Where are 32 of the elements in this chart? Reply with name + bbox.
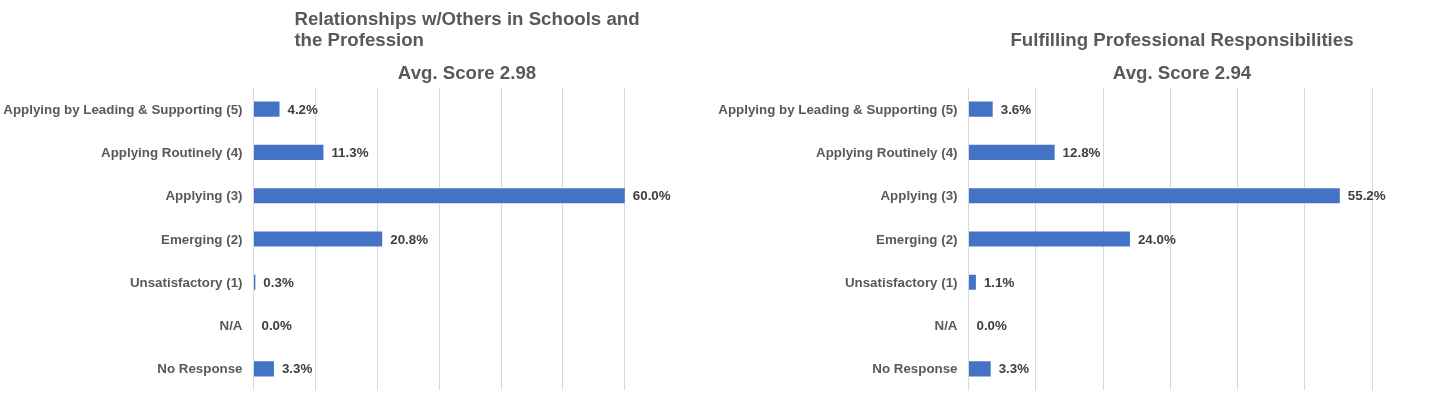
data-label: 20.8% <box>390 231 429 247</box>
chart-title: Fulfilling Professional Responsibilities <box>1010 28 1354 50</box>
data-label: 0.0% <box>976 318 1008 334</box>
y-tick-label: Unsatisfactory (1) <box>129 274 243 290</box>
y-tick-label: Emerging (2) <box>161 231 243 247</box>
y-tick-label: No Response <box>157 361 243 377</box>
data-label: 3.3% <box>281 361 313 377</box>
data-label: 0.3% <box>263 274 294 290</box>
y-tick-label: Applying Routinely (4) <box>101 144 243 160</box>
y-tick-label: N/A <box>219 318 243 334</box>
data-label: 55.2% <box>1347 188 1386 204</box>
data-label: 0.0% <box>261 318 293 334</box>
data-label: 60.0% <box>632 188 671 204</box>
data-label: 11.3% <box>331 144 369 160</box>
data-label: 12.8% <box>1062 144 1101 160</box>
y-tick-label: Applying by Leading & Supporting (5) <box>3 101 243 117</box>
y-tick-label: N/A <box>934 318 958 334</box>
y-tick-label: Applying (3) <box>165 188 243 204</box>
data-label: 4.2% <box>287 101 319 117</box>
y-tick-label: Applying by Leading & Supporting (5) <box>718 101 958 117</box>
data-label: 24.0% <box>1137 231 1176 247</box>
y-tick-label: Emerging (2) <box>876 231 958 247</box>
data-label: 3.3% <box>998 361 1030 377</box>
chart-subtitle: Avg. Score 2.98 <box>397 61 537 83</box>
chart-title: Relationships w/Others in Schools and the Profession <box>294 7 640 50</box>
y-tick-label: Applying (3) <box>880 188 958 204</box>
data-label: 3.6% <box>1000 101 1032 117</box>
y-tick-label: Applying Routinely (4) <box>816 144 958 160</box>
chart-subtitle: Avg. Score 2.94 <box>1112 61 1252 83</box>
y-tick-label: No Response <box>872 361 958 377</box>
data-label: 1.1% <box>983 274 1015 290</box>
y-tick-label: Unsatisfactory (1) <box>844 274 958 290</box>
